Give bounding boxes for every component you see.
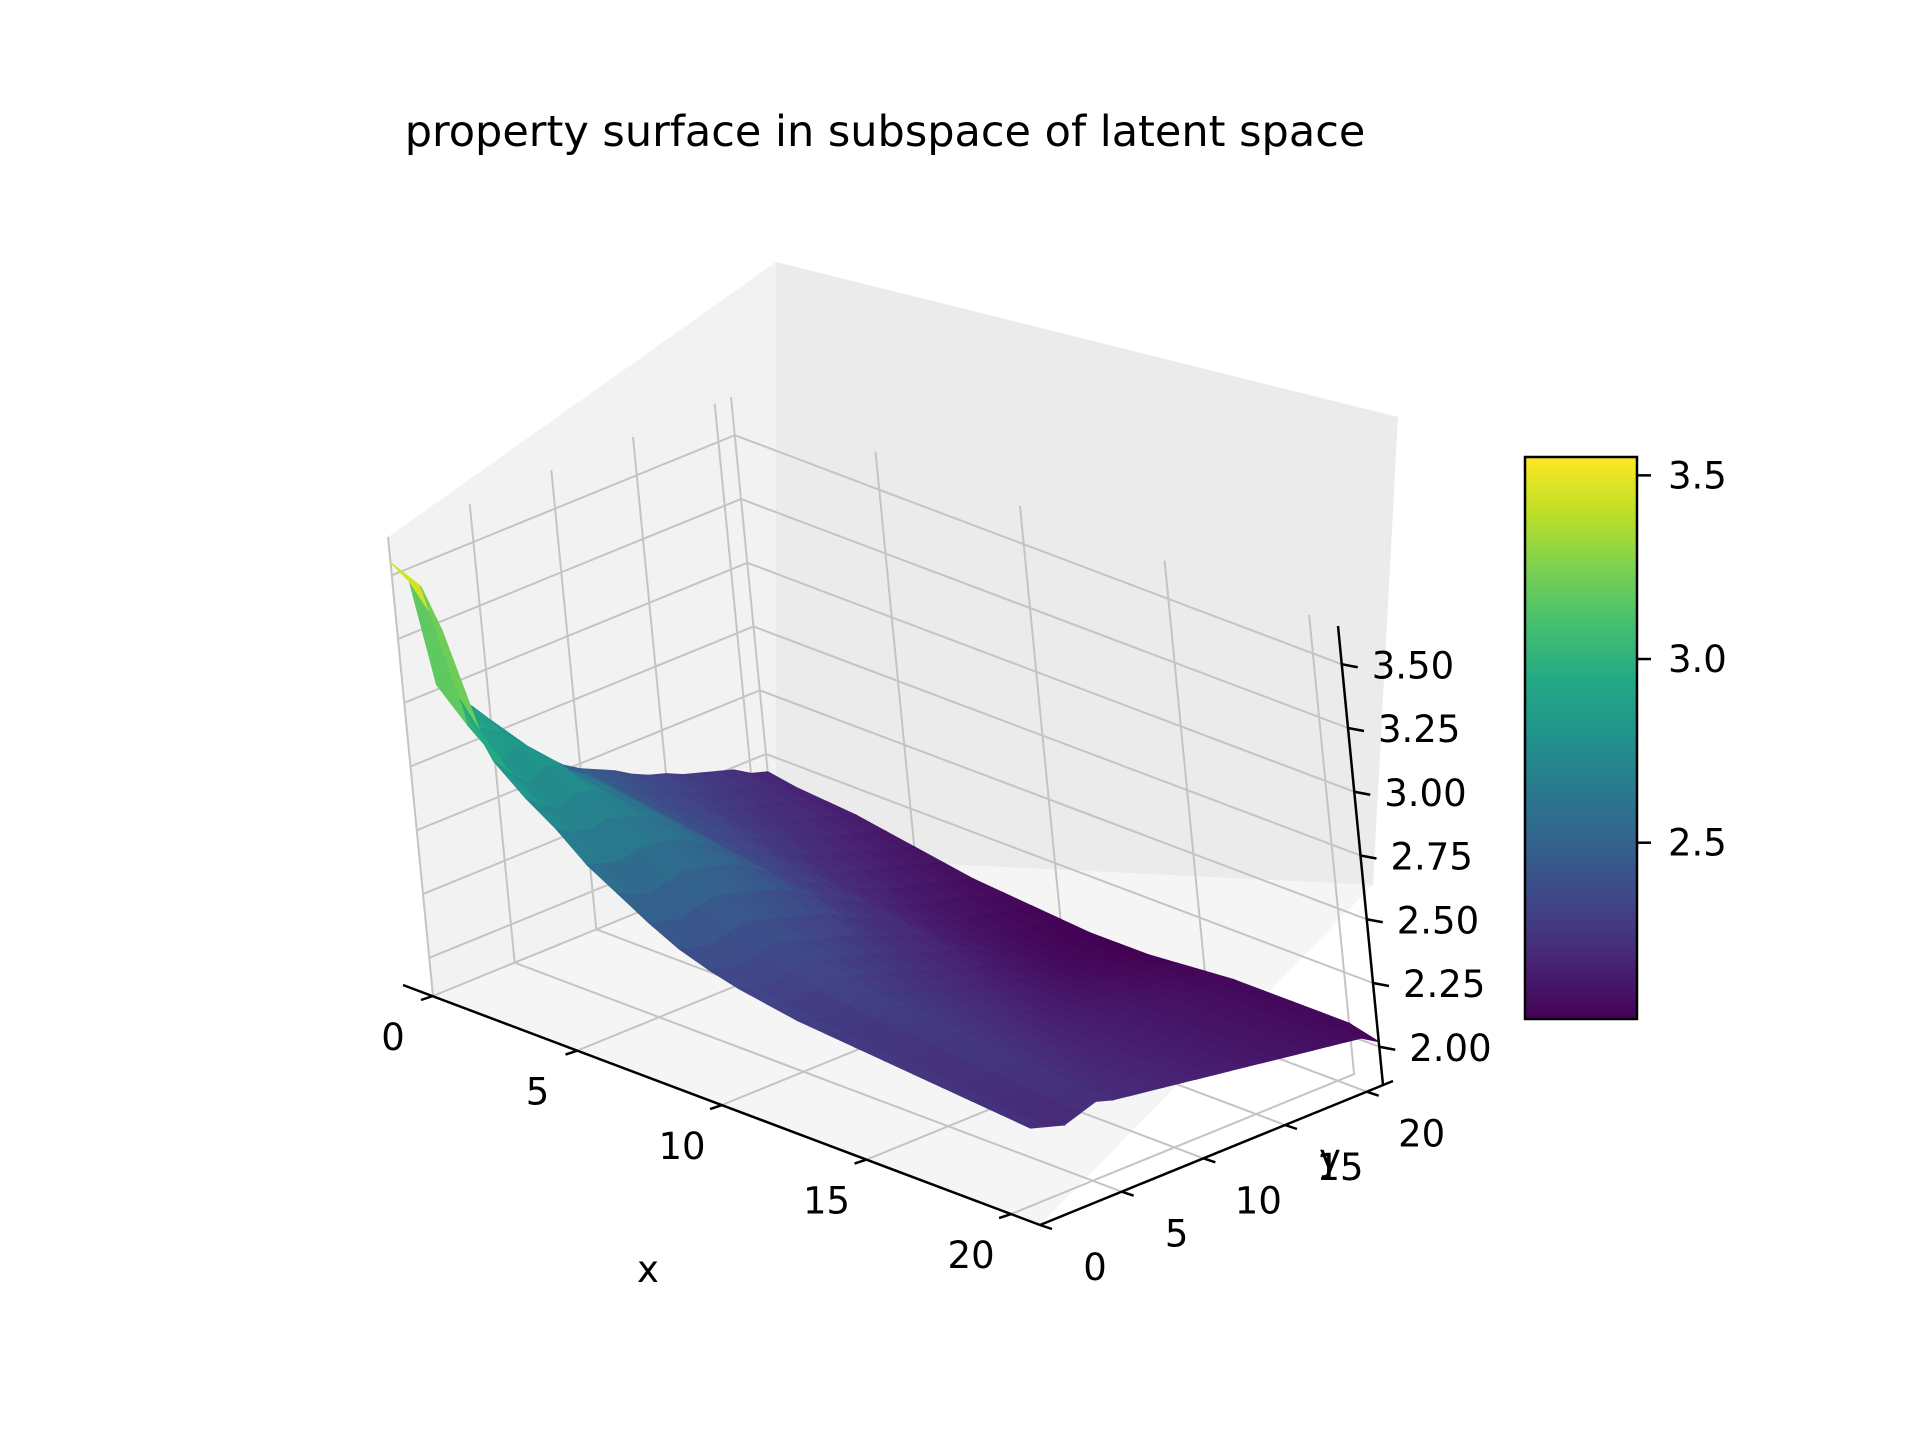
colorbar-tick-label: 3.5 [1668,454,1727,497]
y-grid-line [468,503,1123,1193]
right-pane [776,262,1398,885]
x-tick-label: 5 [526,1071,550,1114]
y-tick-label: 5 [1165,1213,1189,1256]
z-tick-label: 2.50 [1397,899,1479,942]
y-tick-label: 0 [1083,1246,1107,1289]
z-tick-mark [1366,918,1383,924]
z-grid-line [397,497,1349,729]
z-grid-line [410,625,1361,857]
y-tick-mark [1121,1190,1135,1197]
x-tick-mark [420,994,434,1002]
colorbar-tick-label: 3.0 [1668,638,1727,681]
surface-facet [999,1112,1050,1129]
z-tick-mark [1379,1045,1396,1051]
x-grid-line [1010,615,1356,1216]
y-tick-mark [1039,1223,1053,1231]
z-tick-mark [1372,981,1390,988]
y-axis-label: y [1319,1136,1341,1179]
z-tick-mark [1341,663,1358,669]
z-tick-label: 3.00 [1384,772,1466,815]
z-tick-label: 3.25 [1378,708,1460,751]
tick-labels: 0 5 10 15 20 0 5 10 15 20 2.00 2.25 2.50 2.75 3.00 3.25… [381,644,1491,1289]
x-axis-label: x [637,1248,659,1291]
y-tick-mark [1284,1123,1298,1131]
x-tick-mark [565,1049,578,1056]
surface [390,562,1380,1129]
z-tick-mark [1347,726,1365,733]
y-axis-line [1039,1079,1394,1227]
y-tick-mark [1202,1157,1216,1164]
colorbar-tick-label: 2.5 [1668,822,1727,865]
y-tick-mark [1366,1090,1380,1097]
colorbar-ticks: 2.5 3.0 3.5 [1637,454,1727,865]
colorbar-gradient [1523,455,1639,1021]
x-tick-label: 10 [659,1125,706,1168]
z-tick-label: 2.25 [1403,963,1485,1006]
x-tick-mark [854,1158,867,1165]
z-tick-label: 3.50 [1372,644,1454,687]
x-tick-label: 20 [948,1234,995,1277]
z-tick-mark [1360,854,1377,860]
x-tick-mark [998,1212,1012,1220]
colorbar: 2.5 3.0 3.5 [1523,454,1727,1021]
y-tick-label: 15 [1316,1146,1363,1189]
z-tick-label: 2.00 [1409,1027,1491,1070]
z-tick-label: 2.75 [1391,836,1473,879]
x-tick-mark [709,1103,723,1111]
z-grid-line [391,434,1343,666]
z-grid-line [403,561,1355,793]
y-tick-label: 10 [1235,1179,1282,1222]
z-tick-mark [1354,790,1371,796]
y-tick-label: 20 [1398,1113,1445,1156]
z-grid-line [422,752,1374,984]
chart-title: property surface in subspace of latent s… [405,107,1366,157]
x-tick-label: 0 [381,1016,405,1059]
x-tick-label: 15 [803,1180,850,1223]
